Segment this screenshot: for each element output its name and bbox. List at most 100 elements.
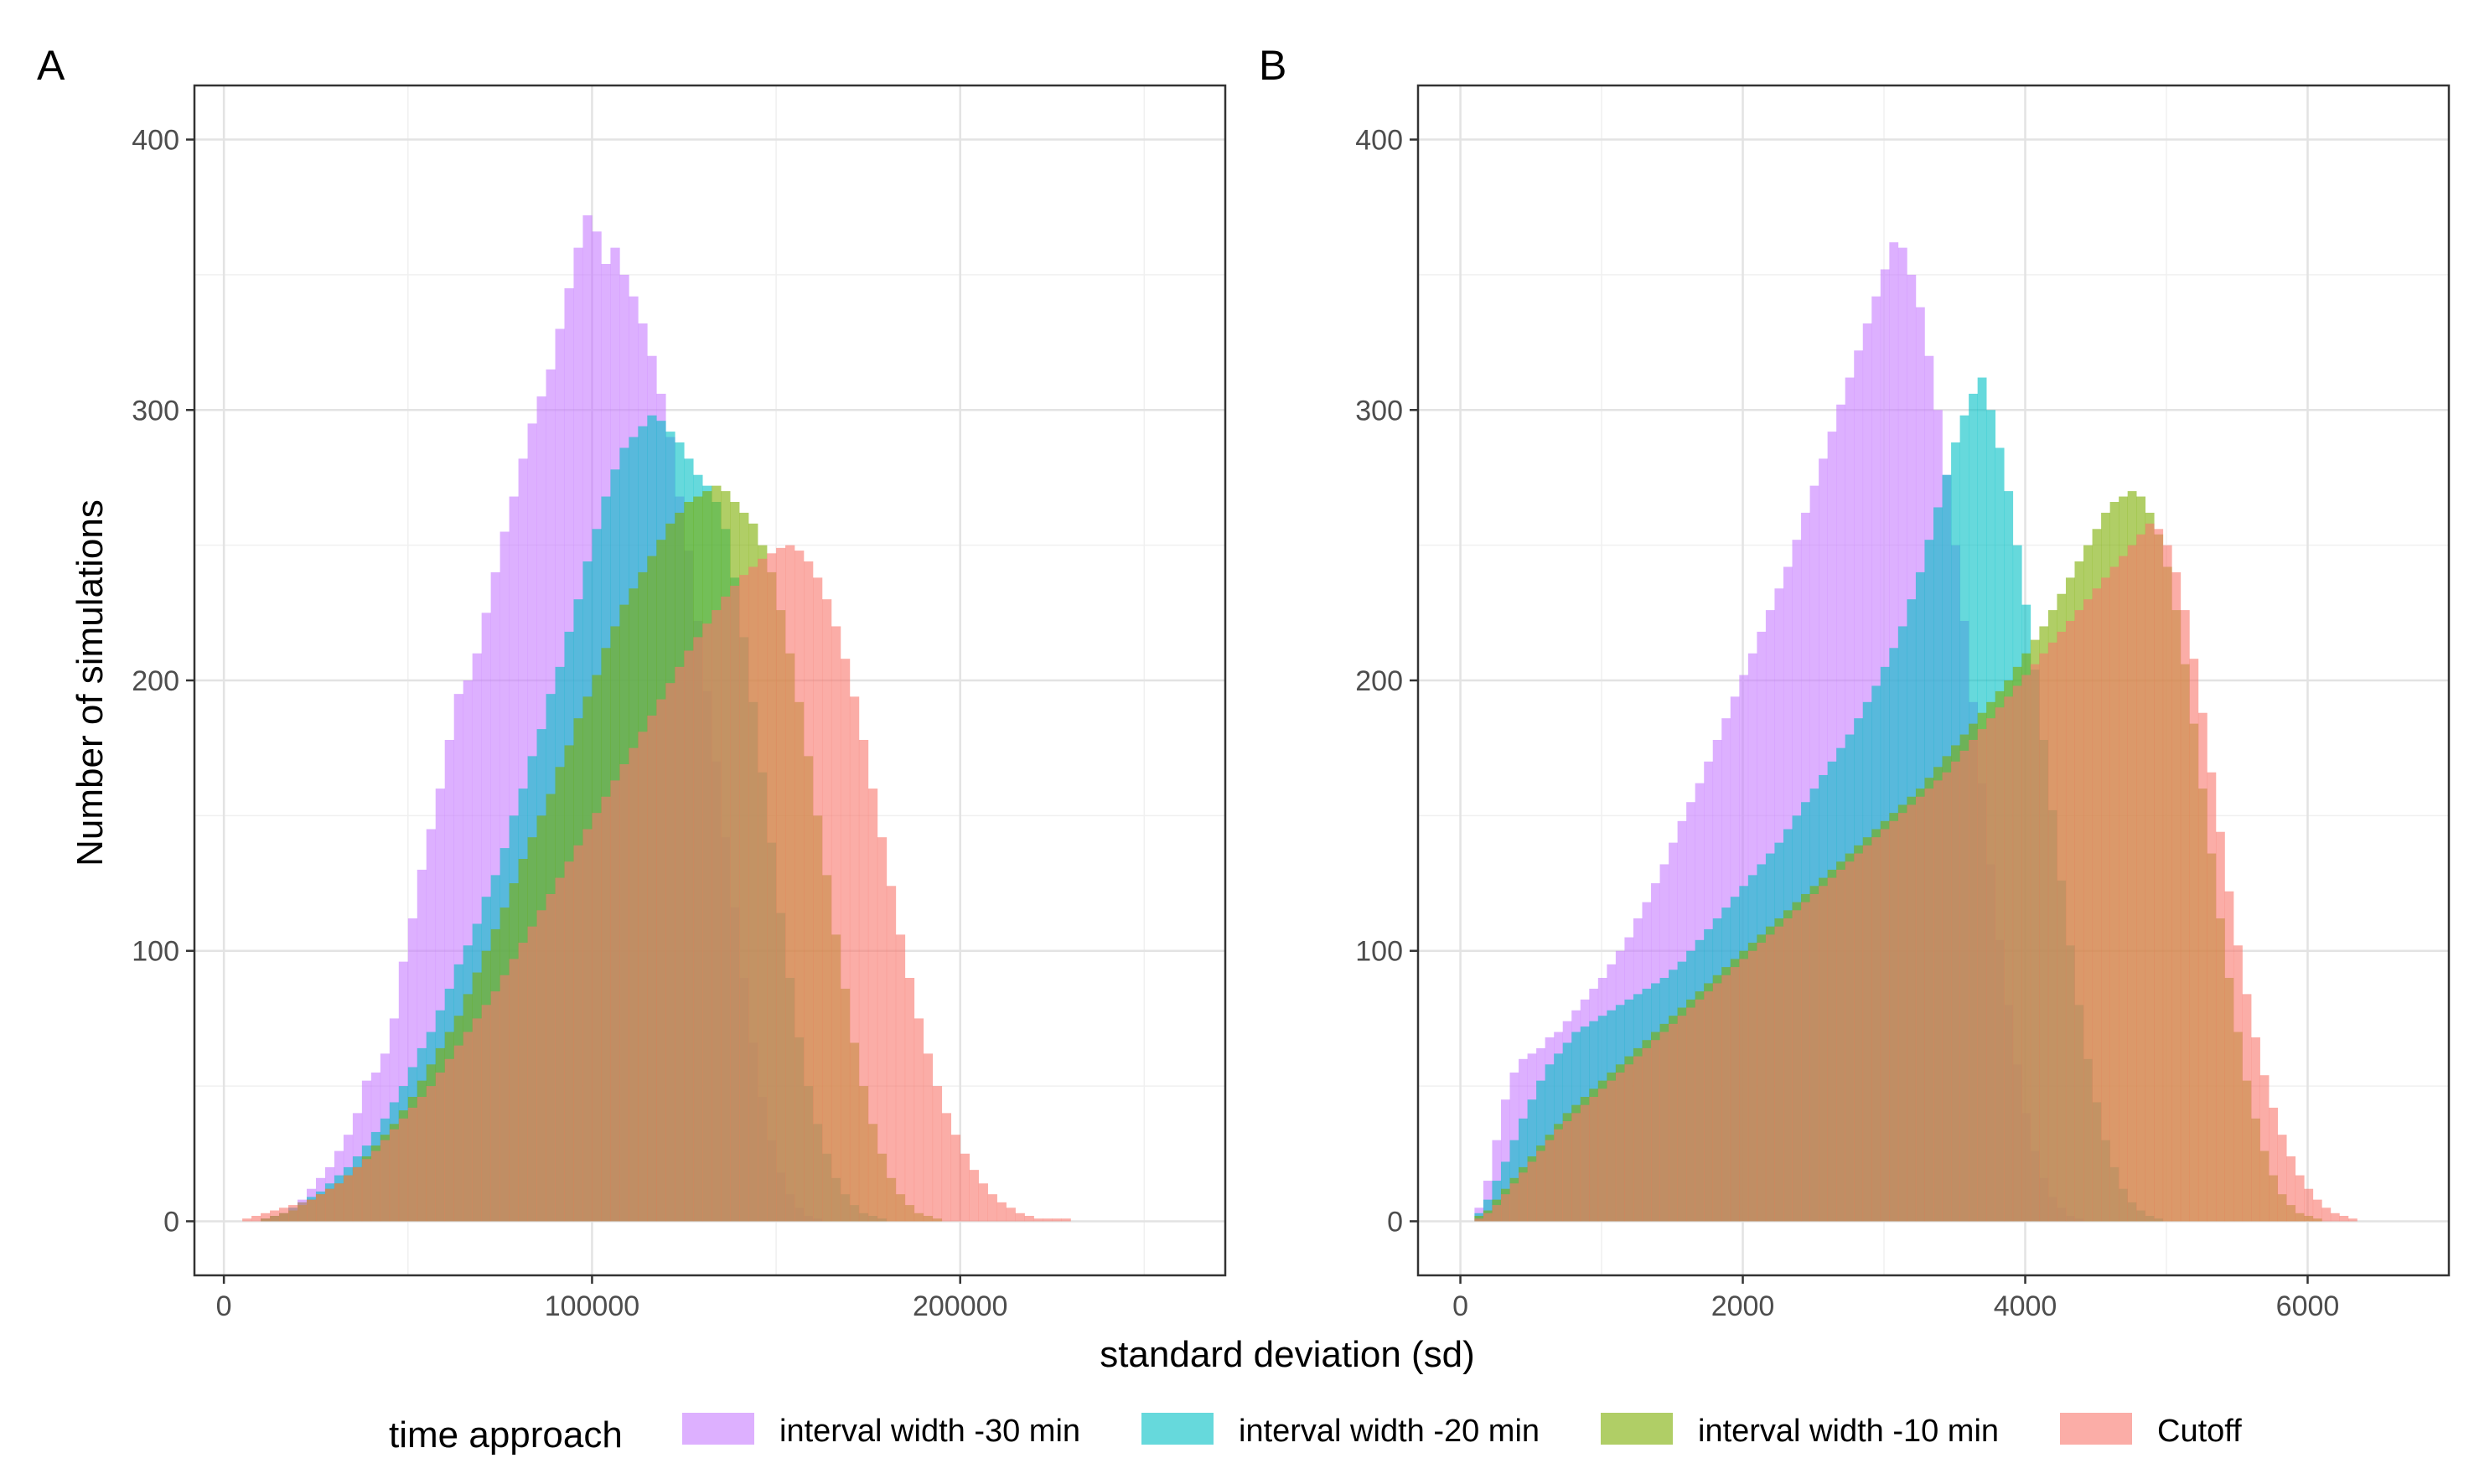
histogram-bar	[776, 547, 786, 1222]
histogram-bar	[665, 683, 675, 1222]
histogram-bar	[1854, 853, 1864, 1222]
panel-a-y-tick-label: 300	[132, 395, 179, 427]
histogram-bar	[1033, 1218, 1043, 1222]
legend-key-interval-width-20-min	[1141, 1413, 1214, 1445]
histogram-bar	[960, 1153, 970, 1222]
histogram-bar	[813, 577, 823, 1222]
panel-a-y-tick-label: 400	[132, 125, 179, 157]
panel-b-x-tick-label: 0	[1452, 1290, 1468, 1322]
histogram-bar	[2215, 831, 2225, 1222]
histogram-bar	[2286, 1156, 2296, 1222]
histogram-bar	[2047, 642, 2057, 1222]
panel-a-x-tick-label: 200000	[913, 1290, 1007, 1322]
histogram-bar	[1897, 813, 1907, 1222]
histogram-bar	[426, 1086, 437, 1222]
panel-a-y-tick-label: 100	[132, 936, 179, 968]
histogram-bar	[592, 813, 602, 1222]
histogram-bar	[1061, 1218, 1071, 1222]
histogram-bar	[426, 829, 437, 1222]
histogram-bar	[1024, 1216, 1034, 1222]
histogram-bar	[877, 837, 888, 1222]
histogram-bar	[343, 1175, 354, 1222]
histogram-bar	[2057, 631, 2067, 1222]
histogram-bar	[2304, 1188, 2314, 1222]
histogram-bar	[509, 959, 519, 1222]
histogram-bar	[675, 666, 685, 1222]
x-axis-title: standard deviation (sd)	[1100, 1334, 1475, 1375]
histogram-bar	[914, 1018, 924, 1222]
panel-b-tag: B	[1259, 42, 1286, 89]
legend: time approach interval width -30 min inte…	[389, 1413, 2242, 1456]
histogram-bar	[1006, 1207, 1016, 1222]
histogram-bar	[2162, 545, 2172, 1222]
histogram-bar	[1995, 707, 2005, 1222]
histogram-bar	[932, 1086, 943, 1222]
histogram-bar	[306, 1199, 317, 1222]
panel-a-tag: A	[37, 42, 65, 89]
histogram-bar	[546, 893, 556, 1222]
histogram-bar	[2171, 571, 2182, 1222]
histogram-bar	[2092, 588, 2102, 1222]
histogram-bar	[518, 943, 528, 1222]
histogram-bar	[923, 1053, 934, 1222]
histogram-bar	[1043, 1218, 1053, 1222]
histogram-bar	[730, 586, 740, 1222]
histogram-bar	[279, 1207, 289, 1222]
histogram-bar	[969, 1170, 979, 1222]
histogram-bar	[1571, 1113, 1581, 1222]
histogram-bar	[1721, 975, 1731, 1222]
histogram-bar	[2277, 1135, 2287, 1222]
histogram-bar	[1757, 943, 1767, 1222]
histogram-bar	[2021, 675, 2031, 1222]
histogram-bar	[389, 1129, 400, 1222]
histogram-bar	[1739, 959, 1749, 1222]
histogram-bar	[1977, 729, 1987, 1222]
histogram-bar	[1536, 1150, 1545, 1222]
histogram-bar	[804, 561, 814, 1222]
histogram-bar	[1695, 999, 1705, 1222]
histogram-bar	[2119, 556, 2128, 1222]
panel-b-y-tick-label: 300	[1355, 395, 1403, 427]
histogram-bar	[261, 1213, 271, 1222]
histogram-bar	[1659, 1032, 1669, 1222]
histogram-bar	[1607, 1080, 1617, 1222]
histogram-bar	[1969, 740, 1978, 1222]
histogram-bar	[1597, 1088, 1607, 1222]
histogram-bar	[2074, 610, 2084, 1222]
histogram-bar	[610, 780, 620, 1222]
histogram-bar	[573, 845, 583, 1222]
histogram-bar	[1669, 1023, 1678, 1222]
histogram-bar	[435, 789, 446, 1222]
histogram-bar	[2065, 621, 2075, 1222]
histogram-bar	[1589, 1097, 1599, 1222]
histogram-bar	[1880, 829, 1890, 1222]
histogram-bar	[2180, 610, 2190, 1222]
histogram-bar	[251, 1216, 261, 1222]
histogram-bar	[1959, 750, 1969, 1222]
histogram-bar	[693, 637, 703, 1222]
histogram-bar	[638, 732, 648, 1222]
histogram-bar	[1730, 967, 1740, 1222]
histogram-bar	[794, 551, 805, 1222]
histogram-bar	[352, 1166, 363, 1222]
histogram-bar	[1907, 804, 1917, 1222]
y-axis-title: Number of simulations	[70, 499, 111, 866]
histogram-bar	[886, 886, 897, 1222]
histogram-bar	[1500, 1099, 1510, 1222]
histogram-bar	[1827, 877, 1837, 1222]
histogram-bar	[2145, 523, 2155, 1222]
histogram-bar	[1580, 1104, 1590, 1222]
histogram-bar	[1924, 789, 1934, 1222]
histogram-bar	[1819, 886, 1828, 1222]
panel-b-x-tick-label: 6000	[2276, 1290, 2340, 1322]
histogram-bar	[1509, 1183, 1519, 1222]
histogram-bar	[2030, 664, 2040, 1222]
histogram-bar	[712, 610, 722, 1222]
histogram-bar	[941, 1113, 952, 1222]
histogram-bar	[601, 796, 611, 1222]
histogram-bar	[490, 991, 500, 1222]
panel-a-y-tick-label: 0	[163, 1206, 179, 1238]
histogram-bar	[2321, 1207, 2332, 1222]
histogram-bar	[1792, 910, 1802, 1222]
histogram-bar	[1677, 1016, 1687, 1222]
